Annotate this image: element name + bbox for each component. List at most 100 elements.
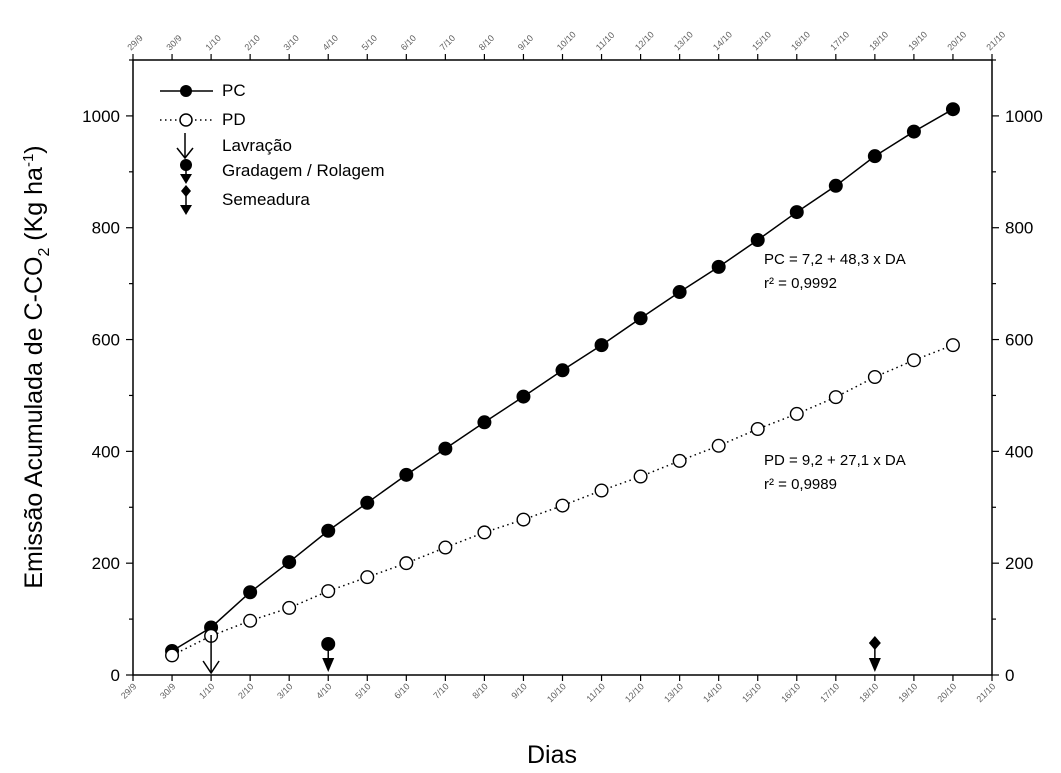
x-tick-label-top: 6/10	[399, 33, 418, 52]
x-tick-label-bottom: 16/10	[779, 681, 802, 704]
legend-pc-label: PC	[222, 81, 246, 100]
legend-gradagem-label: Gradagem / Rolagem	[222, 161, 385, 180]
x-tick-label-top: 12/10	[633, 29, 656, 52]
y-tick-label-left: 600	[92, 331, 120, 350]
x-tick-label-top: 18/10	[867, 29, 890, 52]
event-marker-diamond-arrow	[868, 636, 881, 672]
legend-item-semeadura: Semeadura	[180, 185, 310, 215]
x-tick-label-bottom: 11/10	[584, 681, 607, 704]
x-tick-label-bottom: 14/10	[701, 681, 724, 704]
y-axis-title-close: )	[20, 145, 48, 153]
data-point-pc	[789, 205, 804, 220]
x-tick-label-top: 21/10	[984, 29, 1007, 52]
y-tick-label-right: 200	[1005, 554, 1033, 573]
x-tick-label-bottom: 30/9	[158, 681, 177, 700]
x-tick-label-top: 16/10	[789, 29, 812, 52]
y-tick-label-left: 1000	[82, 107, 120, 126]
x-tick-label-bottom: 7/10	[431, 681, 450, 700]
y-axis-title-unit: (Kg ha	[20, 167, 48, 248]
x-tick-label-bottom: 5/10	[353, 681, 372, 700]
data-point-pd	[672, 453, 687, 468]
circle-arrow-icon	[180, 159, 192, 184]
y-tick-label-right: 0	[1005, 666, 1014, 685]
x-tick-label-bottom: 19/10	[896, 681, 919, 704]
data-point-pc	[360, 495, 375, 510]
data-point-pc	[867, 149, 882, 164]
x-tick-label-bottom: 20/10	[935, 681, 958, 704]
data-point-pd	[711, 438, 726, 453]
x-tick-label-top: 7/10	[438, 33, 457, 52]
legend-lavracao-label: Lavração	[222, 136, 292, 155]
x-tick-label-top: 19/10	[906, 29, 929, 52]
series-line-pd	[171, 344, 954, 657]
data-point-pd	[243, 613, 258, 628]
data-point-pd	[282, 600, 297, 615]
data-point-pc	[750, 233, 765, 248]
x-tick-label-bottom: 2/10	[236, 681, 255, 700]
y-axis-title-main: Emissão Acumulada de C-CO	[20, 257, 48, 589]
x-tick-label-top: 15/10	[750, 29, 773, 52]
x-tick-label-bottom: 4/10	[314, 681, 333, 700]
data-point-pc	[633, 311, 648, 326]
data-point-pc	[243, 585, 258, 600]
legend-semeadura-label: Semeadura	[222, 190, 310, 209]
data-point-pd	[399, 556, 414, 571]
x-tick-label-top: 20/10	[945, 29, 968, 52]
x-tick-label-top: 30/9	[164, 33, 183, 52]
data-point-pd	[945, 338, 960, 353]
y-tick-label-right: 800	[1005, 219, 1033, 238]
x-tick-label-bottom: 13/10	[662, 681, 685, 704]
data-point-pd	[516, 512, 531, 527]
data-point-pc	[321, 523, 336, 538]
tick-layer: 29/9 29/9 30/9 30/9 1/10 1/10 2/10 2/10 3/10 3/10…	[82, 29, 1043, 704]
legend: PC PD Lavração Gradagem / Rolagem	[160, 81, 385, 215]
x-tick-label-top: 8/10	[477, 33, 496, 52]
y-tick-label-left: 200	[92, 554, 120, 573]
legend-pc-marker	[180, 85, 192, 97]
x-tick-label-bottom: 6/10	[392, 681, 411, 700]
x-tick-label-top: 1/10	[203, 33, 222, 52]
legend-pd-marker	[179, 113, 193, 127]
x-tick-label-bottom: 18/10	[857, 681, 880, 704]
x-tick-label-bottom: 21/10	[974, 681, 997, 704]
event-marker-open-arrow	[202, 635, 220, 675]
data-point-pd	[360, 570, 375, 585]
annotation-pd-r2: r² = 0,9989	[764, 476, 837, 493]
data-point-pc	[594, 338, 609, 353]
data-point-pd	[750, 422, 765, 437]
data-point-pc	[399, 467, 414, 482]
x-tick-label-top: 10/10	[555, 29, 578, 52]
x-tick-label-top: 29/9	[125, 33, 144, 52]
data-point-pc	[477, 415, 492, 430]
y-tick-label-right: 1000	[1005, 107, 1043, 126]
data-point-pd	[906, 353, 921, 368]
y-tick-label-left: 800	[92, 219, 120, 238]
y-axis-title: Emissão Acumulada de C-CO2 (Kg ha-1)	[20, 145, 53, 588]
y-tick-label-right: 400	[1005, 442, 1033, 461]
annotation-pd: PD = 9,2 + 27,1 x DA r² = 0,9989	[764, 452, 906, 493]
annotation-pc-equation: PC = 7,2 + 48,3 x DA	[764, 251, 906, 268]
x-tick-label-bottom: 29/9	[119, 681, 138, 700]
x-tick-label-top: 17/10	[828, 29, 851, 52]
data-point-pc	[516, 389, 531, 404]
event-marker-circle-arrow	[321, 637, 336, 672]
legend-item-pd: PD	[160, 110, 246, 129]
x-tick-label-bottom: 10/10	[545, 681, 568, 704]
x-tick-label-top: 14/10	[711, 29, 734, 52]
annotation-pd-equation: PD = 9,2 + 27,1 x DA	[764, 452, 906, 469]
data-point-pc	[672, 285, 687, 300]
y-axis-title-subscript: 2	[36, 248, 53, 257]
x-tick-label-top: 2/10	[242, 33, 261, 52]
x-tick-label-bottom: 3/10	[275, 681, 294, 700]
data-point-pd	[633, 469, 648, 484]
x-tick-label-bottom: 9/10	[509, 681, 528, 700]
x-tick-label-bottom: 12/10	[623, 681, 646, 704]
open-arrow-icon	[176, 133, 194, 160]
data-point-pd	[867, 370, 882, 385]
data-point-pc	[555, 363, 570, 378]
data-point-pc	[828, 178, 843, 193]
x-tick-label-bottom: 15/10	[740, 681, 763, 704]
data-point-pc	[906, 124, 921, 139]
diamond-arrow-icon	[180, 185, 192, 215]
